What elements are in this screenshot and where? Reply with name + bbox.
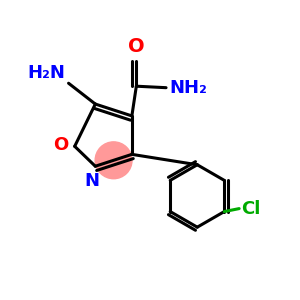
Text: N: N xyxy=(85,172,100,190)
Text: NH₂: NH₂ xyxy=(169,79,207,97)
Text: O: O xyxy=(128,38,145,56)
Text: Cl: Cl xyxy=(241,200,260,217)
Circle shape xyxy=(95,142,132,179)
Text: O: O xyxy=(53,136,69,154)
Text: H₂N: H₂N xyxy=(28,64,66,82)
